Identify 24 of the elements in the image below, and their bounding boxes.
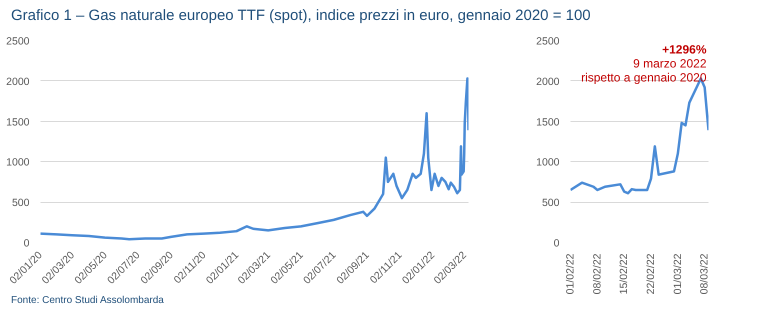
source-note: Fonte: Centro Studi Assolombarda [11,294,164,308]
y-tick-label: 2500 [6,36,30,48]
x-tick-label: 08/03/22 [698,253,711,294]
line-series [40,77,468,241]
y-tick-label: 2000 [6,76,30,88]
y-tick-label: 2500 [536,36,560,48]
y-tick-label: 1000 [536,156,560,169]
x-tick-label: 01/03/22 [672,253,684,294]
y-tick-label: 1000 [6,156,30,169]
y-tick-label: 1500 [6,116,30,128]
annotation: 9 marzo 2022 [633,56,707,70]
y-tick-label: 2000 [536,76,560,88]
y-tick-label: 0 [24,238,30,250]
chart-title: Grafico 1 – Gas naturale europeo TTF (spot), indice prezzi in euro, gennaio 2020 = 100 [11,6,591,26]
x-tick-label: 22/02/22 [645,253,657,294]
annotation: rispetto a gennaio 2020 [581,70,707,84]
y-tick-label: 1500 [536,116,560,128]
y-tick-label: 0 [554,238,560,250]
x-tick-label: 08/02/22 [591,253,604,294]
annotation: +1296% [662,42,707,56]
x-tick-label: 01/02/22 [564,253,576,294]
y-tick-label: 500 [542,197,560,210]
x-tick-label: 15/02/22 [618,253,630,294]
y-tick-label: 500 [12,197,30,210]
